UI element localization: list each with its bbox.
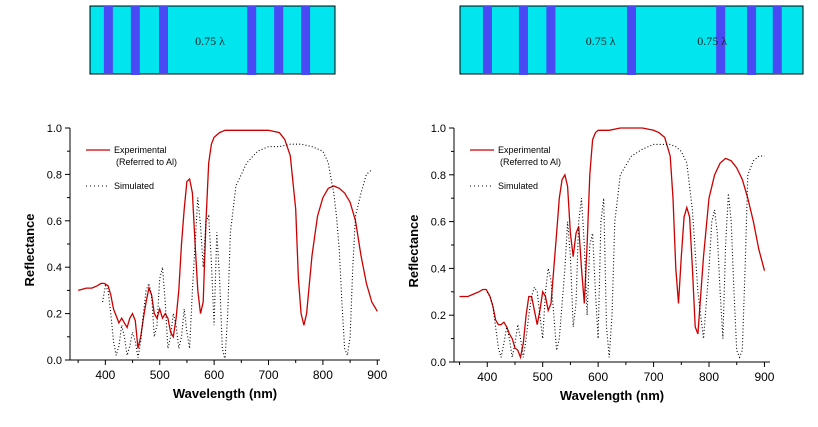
y-tick-label: 1.0 xyxy=(47,123,62,135)
y-tick-label: 0.8 xyxy=(47,169,62,181)
dielectric-layer xyxy=(627,6,636,75)
y-tick-label: 0.6 xyxy=(47,216,62,228)
simulated-series-line xyxy=(102,143,373,361)
reflectance-chart-left: 400 500 600 700 800 900 0.0 0.2 0.4 0.6 0.8 1.0 Wave… xyxy=(22,123,388,401)
legend-label-experimental: Experimental xyxy=(498,145,551,155)
spacer-thickness-label: 0.75 λ xyxy=(697,34,727,48)
x-tick-label: 700 xyxy=(258,368,278,382)
x-tick-label: 500 xyxy=(150,368,170,382)
x-axis-title: Wavelength (nm) xyxy=(560,388,664,403)
layer-structure-right: 0.75 λ 0.75 λ xyxy=(459,5,804,75)
y-tick-label: 0.2 xyxy=(47,309,62,321)
y-tick-label: 0.2 xyxy=(431,310,446,322)
reflectance-chart-right: 400 500 600 700 800 900 0.0 0.2 0.4 0.6 0.8 1.0 Wave… xyxy=(406,123,775,403)
legend-label-experimental-note: (Referred to Al) xyxy=(500,157,561,167)
dielectric-layer xyxy=(716,6,726,74)
layer-structure-left: 0.75 λ xyxy=(89,5,336,75)
x-tick-label: 400 xyxy=(95,368,115,382)
dielectric-layer xyxy=(518,6,528,75)
x-tick-label: 600 xyxy=(588,370,608,384)
x-tick-label: 800 xyxy=(313,368,333,382)
y-tick-label: 1.0 xyxy=(431,123,446,135)
x-tick-label: 600 xyxy=(204,368,224,382)
spacer-thickness-label: 0.75 λ xyxy=(586,34,616,48)
dielectric-layer xyxy=(301,6,311,75)
experimental-series-line xyxy=(78,129,378,349)
y-tick-label: 0.4 xyxy=(431,263,446,275)
legend-label-experimental-note: (Referred to Al) xyxy=(116,157,177,167)
spacer-thickness-label: 0.75 λ xyxy=(195,34,225,48)
y-tick-label: 0.6 xyxy=(431,217,446,229)
dielectric-layer xyxy=(103,6,113,74)
y-axis-title: Reflectance xyxy=(22,214,37,287)
x-tick-label: 400 xyxy=(477,370,497,384)
x-tick-label: 900 xyxy=(367,368,387,382)
x-axis-title: Wavelength (nm) xyxy=(173,386,277,401)
x-tick-label: 900 xyxy=(754,370,774,384)
dielectric-layer xyxy=(546,6,556,74)
legend-label-simulated: Simulated xyxy=(114,181,154,191)
legend-label-experimental: Experimental xyxy=(114,145,167,155)
y-tick-label: 0.4 xyxy=(47,262,62,274)
y-tick-label: 0.8 xyxy=(431,170,446,182)
dielectric-layer xyxy=(772,6,782,74)
dielectric-layer xyxy=(130,6,140,75)
dielectric-layer xyxy=(274,6,284,74)
dielectric-layer xyxy=(747,6,757,75)
simulated-series-line xyxy=(486,143,765,359)
dielectric-layer xyxy=(247,6,257,75)
y-tick-label: 0.0 xyxy=(47,355,62,367)
dielectric-layer xyxy=(159,6,168,74)
x-tick-label: 800 xyxy=(699,370,719,384)
y-axis-title: Reflectance xyxy=(406,215,421,288)
dielectric-layer xyxy=(482,6,492,74)
y-tick-label: 0.0 xyxy=(431,357,446,369)
legend-label-simulated: Simulated xyxy=(498,181,538,191)
experimental-series-line xyxy=(459,127,766,360)
x-tick-label: 700 xyxy=(644,370,664,384)
x-tick-label: 500 xyxy=(533,370,553,384)
